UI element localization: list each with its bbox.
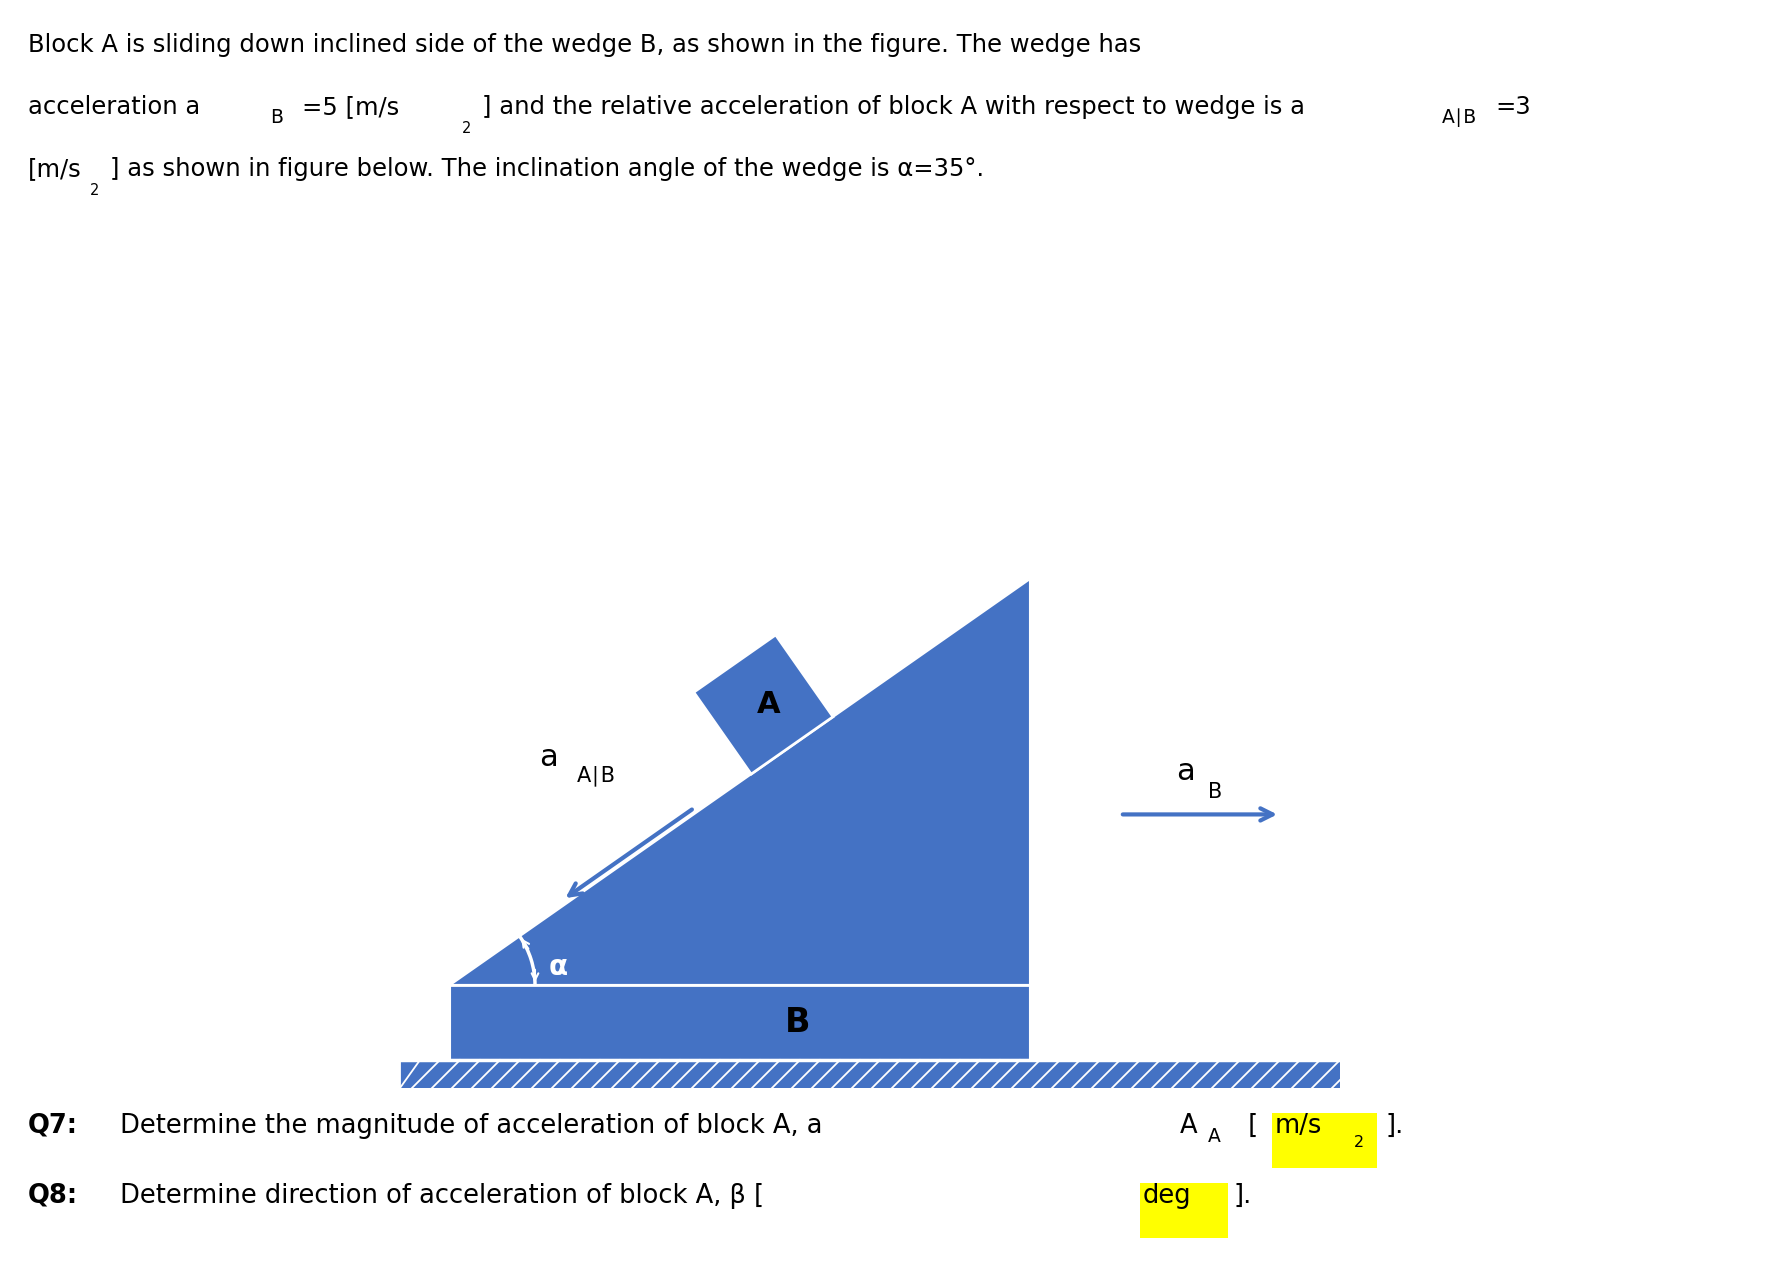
Polygon shape bbox=[400, 1060, 1339, 1088]
FancyBboxPatch shape bbox=[1139, 1183, 1228, 1237]
Text: m/s: m/s bbox=[1275, 1113, 1323, 1139]
Text: A: A bbox=[1180, 1113, 1198, 1139]
Text: [m/s: [m/s bbox=[28, 157, 81, 181]
Text: B: B bbox=[1208, 783, 1222, 802]
Text: a: a bbox=[540, 743, 557, 772]
Text: Determine direction of acceleration of block A, β [: Determine direction of acceleration of b… bbox=[111, 1183, 764, 1209]
Text: Block A is sliding down inclined side of the wedge B, as shown in the figure. Th: Block A is sliding down inclined side of… bbox=[28, 33, 1141, 57]
Text: 2: 2 bbox=[462, 121, 471, 136]
Text: ].: ]. bbox=[1233, 1183, 1251, 1209]
Polygon shape bbox=[449, 578, 1030, 986]
Text: A: A bbox=[1208, 1127, 1221, 1146]
Polygon shape bbox=[693, 635, 833, 774]
Text: Q8:: Q8: bbox=[28, 1183, 78, 1209]
Text: 2: 2 bbox=[90, 182, 99, 198]
Text: A∣B: A∣B bbox=[1442, 108, 1477, 127]
Text: acceleration a: acceleration a bbox=[28, 95, 200, 120]
Text: =5 [m/s: =5 [m/s bbox=[302, 95, 400, 120]
Text: B: B bbox=[271, 108, 283, 127]
Polygon shape bbox=[449, 986, 1030, 1060]
Text: deg: deg bbox=[1143, 1183, 1192, 1209]
Text: α: α bbox=[548, 953, 568, 982]
Text: 2: 2 bbox=[1353, 1135, 1364, 1150]
FancyBboxPatch shape bbox=[1272, 1113, 1376, 1168]
Text: ].: ]. bbox=[1385, 1113, 1403, 1139]
Text: ] and the relative acceleration of block A with respect to wedge is a: ] and the relative acceleration of block… bbox=[481, 95, 1306, 120]
Text: =3: =3 bbox=[1495, 95, 1530, 120]
Text: A: A bbox=[757, 690, 780, 720]
Text: Q7:: Q7: bbox=[28, 1113, 78, 1139]
Text: B: B bbox=[785, 1006, 810, 1040]
Text: a: a bbox=[1176, 757, 1194, 786]
Text: A∣B: A∣B bbox=[577, 765, 616, 785]
Text: [: [ bbox=[1240, 1113, 1258, 1139]
Text: ] as shown in figure below. The inclination angle of the wedge is α=35°.: ] as shown in figure below. The inclinat… bbox=[110, 157, 984, 181]
Text: Determine the magnitude of acceleration of block A, a: Determine the magnitude of acceleration … bbox=[111, 1113, 823, 1139]
